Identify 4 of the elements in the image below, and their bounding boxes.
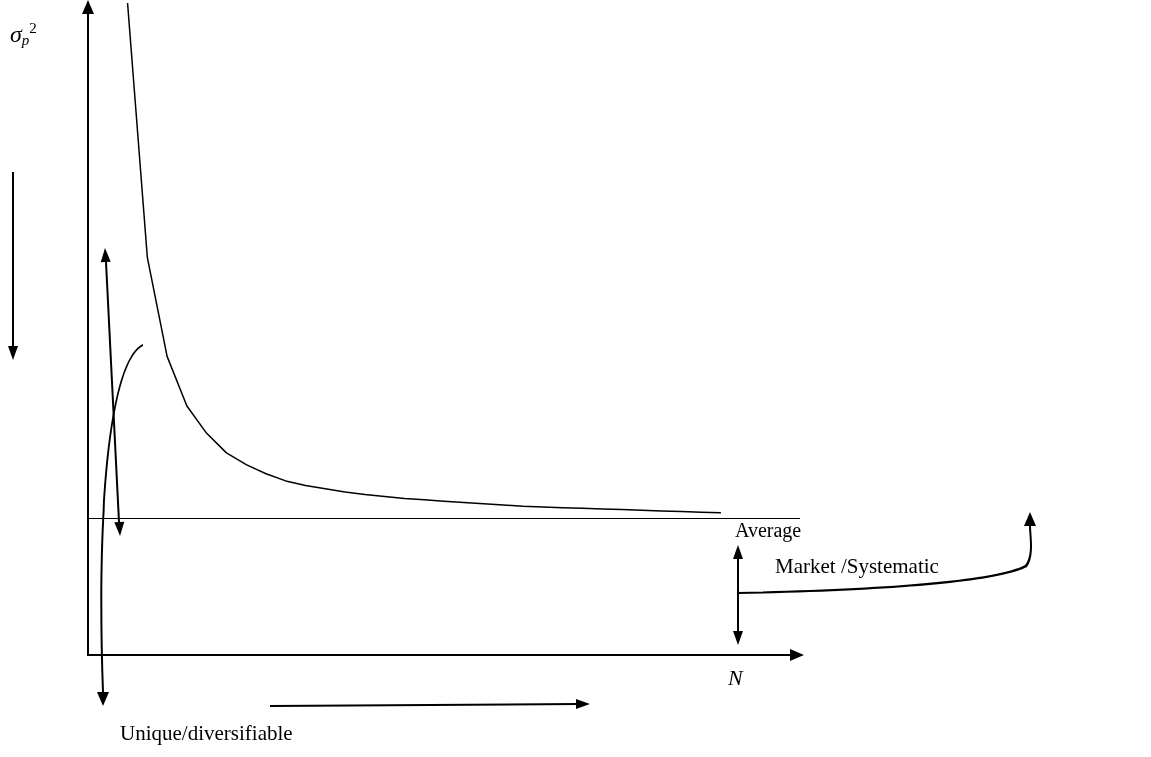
- ref-line-label: Average: [735, 519, 802, 543]
- x-axis-title: N: [727, 664, 744, 690]
- annotation: Market /Systematic: [775, 553, 939, 578]
- text: Unique/diversifiable: [120, 720, 293, 745]
